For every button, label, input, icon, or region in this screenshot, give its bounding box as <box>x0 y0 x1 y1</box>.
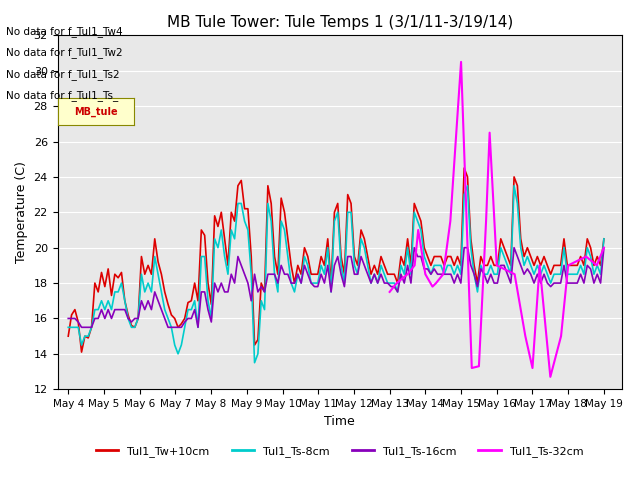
Text: MB_tule: MB_tule <box>74 107 118 117</box>
X-axis label: Time: Time <box>324 415 355 428</box>
Text: No data for f_Tul1_Tw4: No data for f_Tul1_Tw4 <box>6 25 123 36</box>
Text: No data for f_Tul1_Tw2: No data for f_Tul1_Tw2 <box>6 47 123 58</box>
Text: No data for f_Tul1_Ts_: No data for f_Tul1_Ts_ <box>6 90 118 101</box>
Text: No data for f_Tul1_Ts2: No data for f_Tul1_Ts2 <box>6 69 120 80</box>
Title: MB Tule Tower: Tule Temps 1 (3/1/11-3/19/14): MB Tule Tower: Tule Temps 1 (3/1/11-3/19… <box>166 15 513 30</box>
Y-axis label: Temperature (C): Temperature (C) <box>15 161 28 263</box>
Legend: Tul1_Tw+10cm, Tul1_Ts-8cm, Tul1_Ts-16cm, Tul1_Ts-32cm: Tul1_Tw+10cm, Tul1_Ts-8cm, Tul1_Ts-16cm,… <box>92 442 588 462</box>
